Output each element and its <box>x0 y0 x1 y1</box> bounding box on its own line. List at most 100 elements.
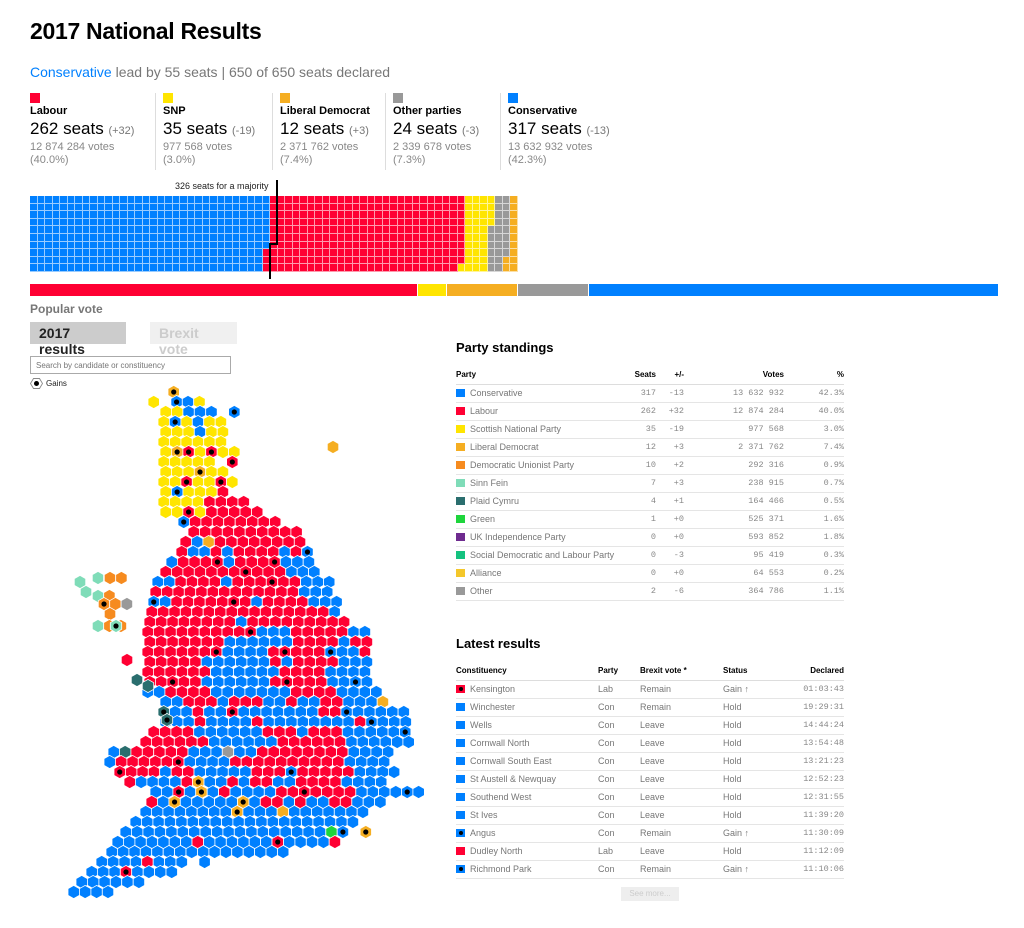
seat-cell <box>292 226 300 234</box>
constituency-hex[interactable] <box>142 864 156 880</box>
table-row[interactable]: St Ives Con Leave Hold 11:39:20 <box>456 806 844 825</box>
party-swatch <box>456 569 465 577</box>
seat-cell <box>375 218 383 227</box>
constituency-hex[interactable] <box>389 784 402 800</box>
constituency-hex[interactable] <box>147 394 160 410</box>
seat-cell <box>247 256 255 265</box>
constituency-hex[interactable] <box>165 864 178 880</box>
seat-cell <box>120 256 128 265</box>
gain-marker-icon <box>456 829 465 837</box>
seat-cell <box>450 233 458 242</box>
constituency-hex[interactable] <box>387 764 401 780</box>
constituency-hex[interactable] <box>90 884 103 900</box>
constituency-hex[interactable] <box>120 596 134 612</box>
constituency-hex[interactable] <box>402 734 415 750</box>
constituency-hex[interactable] <box>219 844 233 860</box>
status-cell: Hold <box>723 788 783 807</box>
constituency-hex[interactable] <box>115 570 128 586</box>
constituency-hex[interactable] <box>79 884 92 900</box>
constituency-hex[interactable] <box>216 444 230 460</box>
pct-cell: 42.3% <box>784 384 844 403</box>
constituency-hex[interactable] <box>91 618 105 634</box>
constituency-hex[interactable] <box>326 439 340 455</box>
seat-cell <box>292 211 300 219</box>
tab-2017-results[interactable]: 2017 results <box>30 322 126 357</box>
constituency-hex[interactable] <box>103 754 116 770</box>
brexit-cell: Leave <box>640 716 723 735</box>
tab-brexit-vote[interactable]: Brexit vote <box>150 322 237 357</box>
seat-cell <box>322 211 330 219</box>
table-row[interactable]: Angus Con Remain Gain ↑ 11:30:09 <box>456 824 844 843</box>
constituency-hex[interactable] <box>134 774 148 790</box>
constituency-hex[interactable] <box>242 844 256 860</box>
constituency-hex[interactable] <box>412 784 425 800</box>
seat-cell <box>382 196 390 204</box>
constituency-hex[interactable] <box>91 570 105 586</box>
seat-cell <box>142 211 150 219</box>
constituency-hex[interactable] <box>79 584 93 600</box>
seat-cell <box>480 218 488 227</box>
constituency-hex[interactable] <box>328 834 342 850</box>
constituency-hex[interactable] <box>356 804 370 820</box>
table-row[interactable]: Cornwall South East Con Leave Hold 13:21… <box>456 752 844 771</box>
constituency-hex[interactable] <box>294 834 307 850</box>
constituency-hex[interactable] <box>132 874 146 890</box>
constituency-hex[interactable] <box>103 570 117 586</box>
constituency-hex[interactable] <box>67 884 80 900</box>
constituency-hex[interactable] <box>109 874 123 890</box>
seat-cell <box>315 241 323 250</box>
constituency-hex[interactable] <box>141 678 155 694</box>
constituency-hex[interactable] <box>154 864 167 880</box>
constituency-hex[interactable] <box>265 844 278 860</box>
seat-cell <box>105 218 113 227</box>
see-more-button[interactable]: See more... <box>621 887 679 901</box>
constituency-hex[interactable] <box>226 474 239 490</box>
seat-cell <box>390 196 398 204</box>
seat-cell <box>112 249 120 257</box>
change-cell: +0 <box>656 528 684 547</box>
seat-cell <box>495 226 503 234</box>
table-row[interactable]: Southend West Con Leave Hold 12:31:55 <box>456 788 844 807</box>
constituency-hex[interactable] <box>231 844 244 860</box>
constituency-hex[interactable] <box>103 606 117 622</box>
constituency-hex[interactable] <box>130 672 144 688</box>
hex-map[interactable] <box>60 380 440 910</box>
constituency-hex[interactable] <box>120 652 134 668</box>
table-row[interactable]: Winchester Con Remain Hold 19:29:31 <box>456 698 844 717</box>
seat-cell <box>397 211 405 219</box>
constituency-hex[interactable] <box>121 874 134 890</box>
table-row[interactable]: Richmond Park Con Remain Gain ↑ 11:10:06 <box>456 860 844 879</box>
seat-cell <box>232 196 240 204</box>
seat-cell <box>397 233 405 242</box>
constituency-hex[interactable] <box>374 794 387 810</box>
constituency-hex[interactable] <box>101 884 115 900</box>
constituency-hex[interactable] <box>208 844 221 860</box>
table-row[interactable]: Cornwall North Con Leave Hold 13:54:48 <box>456 734 844 753</box>
table-row[interactable]: Dudley North Lab Leave Hold 11:12:09 <box>456 842 844 861</box>
table-row[interactable]: Kensington Lab Remain Gain ↑ 01:03:43 <box>456 680 844 699</box>
seat-cell <box>75 249 83 257</box>
seat-cell <box>82 241 90 250</box>
seat-cell <box>75 241 83 250</box>
constituency-hex[interactable] <box>175 854 188 870</box>
seat-cell <box>397 256 405 265</box>
seat-cell <box>435 233 443 242</box>
constituency-hex[interactable] <box>317 834 330 850</box>
seat-cell <box>277 203 285 212</box>
constituency-hex[interactable] <box>123 774 136 790</box>
constituency-hex[interactable] <box>277 844 290 860</box>
seat-cell <box>405 203 413 212</box>
constituency-hex[interactable] <box>198 854 211 870</box>
search-input[interactable] <box>30 356 231 374</box>
constituency-hex[interactable] <box>185 844 198 860</box>
table-row[interactable]: Wells Con Leave Hold 14:44:24 <box>456 716 844 735</box>
table-row[interactable]: St Austell & Newquay Con Leave Hold 12:5… <box>456 770 844 789</box>
seat-cell <box>300 233 308 242</box>
constituency-hex[interactable] <box>391 734 404 750</box>
constituency-hex[interactable] <box>254 844 267 860</box>
party-votes: 977 568 votes <box>163 141 233 153</box>
seats-change: (-19) <box>232 125 256 137</box>
constituency-hex[interactable] <box>305 834 319 850</box>
constituency-hex[interactable] <box>346 814 360 830</box>
constituency-hex[interactable] <box>159 504 172 520</box>
